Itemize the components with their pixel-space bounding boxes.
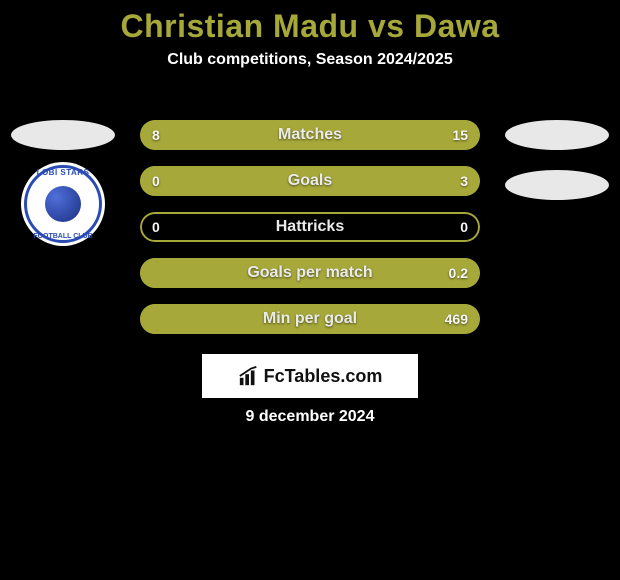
stat-row: Goals0 3 — [140, 166, 480, 196]
stat-label: Hattricks — [140, 212, 480, 242]
crest-ball-icon — [45, 186, 81, 222]
stats-column: Matches815Goals03Hattricks00Goals per ma… — [140, 120, 480, 350]
stat-row: Matches8 15 — [140, 120, 480, 150]
stat-value-right: 0 — [460, 212, 468, 242]
snapshot-date: 9 december 2024 — [0, 408, 620, 426]
left-club-crest: LOBI STARS FOOTBALL CLUB — [21, 162, 105, 246]
stat-value-left: 0 — [152, 212, 160, 242]
stat-label: Goals per match — [140, 258, 480, 288]
branding-text: FcTables.com — [264, 366, 383, 387]
stat-value-left: 0 — [152, 166, 160, 196]
stat-label: Goals — [140, 166, 480, 196]
stat-label: Matches — [140, 120, 480, 150]
branding-box: FcTables.com — [202, 354, 418, 398]
stat-row: Goals per match0.2 — [140, 258, 480, 288]
page-subtitle: Club competitions, Season 2024/2025 — [0, 51, 620, 69]
left-entity-column: LOBI STARS FOOTBALL CLUB — [8, 120, 118, 246]
branding-bars-icon — [238, 365, 260, 387]
left-flag-oval — [11, 120, 115, 150]
page-title: Christian Madu vs Dawa — [0, 0, 620, 45]
stat-value-right: 3 — [460, 166, 468, 196]
stat-label: Min per goal — [140, 304, 480, 334]
stat-value-right: 469 — [445, 304, 468, 334]
crest-text-bottom: FOOTBALL CLUB — [21, 233, 105, 240]
right-flag-oval — [505, 120, 609, 150]
crest-text-top: LOBI STARS — [21, 168, 105, 177]
stat-row: Hattricks0 0 — [140, 212, 480, 242]
right-secondary-oval — [505, 170, 609, 200]
right-entity-column — [502, 120, 612, 212]
comparison-container: Christian Madu vs Dawa Club competitions… — [0, 0, 620, 580]
stat-value-left: 8 — [152, 120, 160, 150]
stat-value-right: 0.2 — [449, 258, 468, 288]
stat-value-right: 15 — [452, 120, 468, 150]
stat-row: Min per goal469 — [140, 304, 480, 334]
